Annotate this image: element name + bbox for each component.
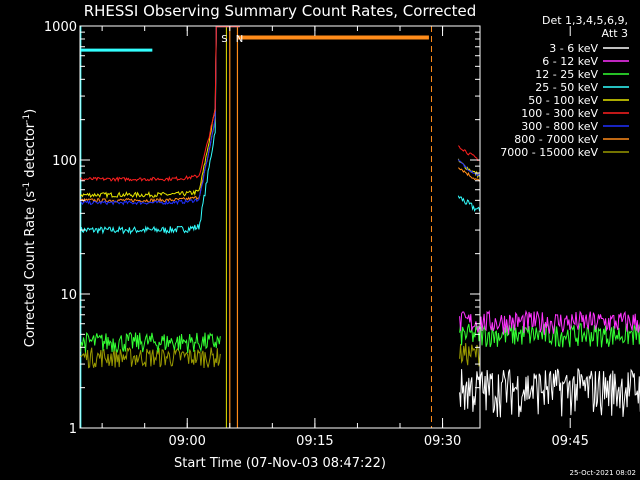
flag-label-s: S — [221, 34, 227, 45]
y-axis-label: Corrected Count Rate (s-1 detector-1) — [22, 109, 38, 347]
flag-label-n: N — [236, 34, 243, 45]
legend-label: 3 - 6 keV — [549, 42, 598, 55]
x-tick-label: 09:00 — [168, 434, 205, 449]
legend-header-line-1: Det 1,3,4,5,6,9, — [542, 14, 628, 27]
legend-label: 300 - 800 keV — [521, 120, 598, 133]
series-line — [459, 309, 640, 335]
timestamp: 25-Oct-2021 08:02 — [570, 469, 636, 477]
series-line — [457, 167, 481, 182]
legend-label: 25 - 50 keV — [535, 81, 598, 94]
y-tick-label: 10 — [60, 288, 77, 303]
x-axis-label: Start Time (07-Nov-03 08:47:22) — [174, 456, 386, 471]
legend-label: 50 - 100 keV — [528, 94, 598, 107]
plot-frame — [79, 25, 481, 429]
x-tick-label: 09:30 — [424, 434, 461, 449]
legend-label: 12 - 25 keV — [535, 68, 598, 81]
x-tick-label: 09:45 — [551, 434, 588, 449]
legend-header-line-2: Att 3 — [602, 27, 628, 40]
y-tick-label: 1 — [69, 422, 77, 437]
series-line — [459, 368, 640, 418]
svg-text:Corrected Count Rate (s-1 dete: Corrected Count Rate (s-1 detector-1) — [22, 109, 38, 347]
series-line — [80, 347, 221, 369]
x-tick-label: 09:15 — [296, 434, 333, 449]
y-tick-label: 1000 — [44, 20, 77, 35]
series-line — [457, 159, 480, 177]
series-line — [459, 323, 640, 348]
series-line — [457, 145, 480, 162]
series-line — [79, 26, 240, 235]
legend-label: 7000 - 15000 keV — [500, 146, 598, 159]
series-line — [80, 26, 240, 183]
series-line — [459, 343, 481, 367]
series-line — [457, 195, 481, 213]
legend-label: 800 - 7000 keV — [514, 133, 598, 146]
legend-label: 6 - 12 keV — [542, 55, 598, 68]
series-line — [80, 26, 240, 206]
y-tick-label: 100 — [52, 154, 77, 169]
series-line — [79, 331, 221, 353]
legend-label: 100 - 300 keV — [521, 107, 598, 120]
chart-title: RHESSI Observing Summary Count Rates, Co… — [84, 2, 477, 20]
